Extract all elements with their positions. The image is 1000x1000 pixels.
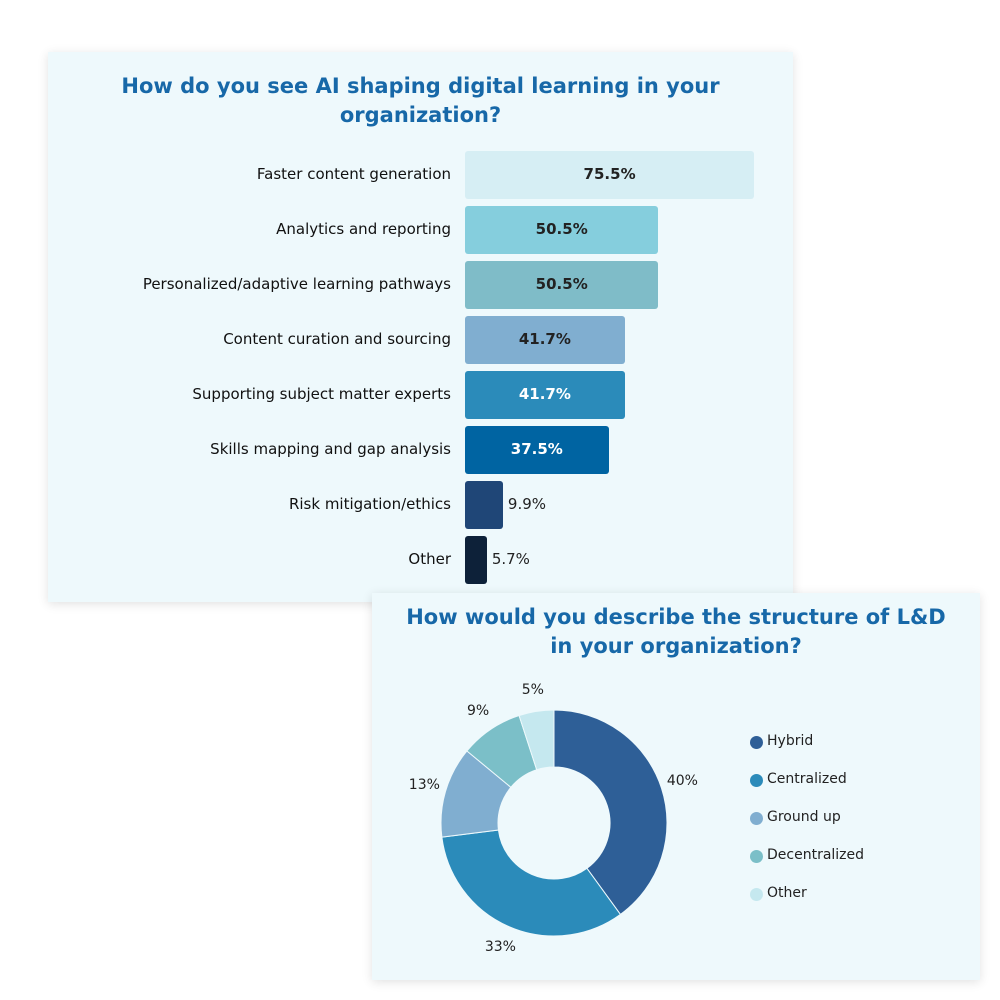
bar <box>465 206 659 254</box>
slice-label: 33% <box>484 938 516 955</box>
category-label: Supporting subject matter experts <box>192 385 451 403</box>
bar-value-label: 37.5% <box>510 440 563 458</box>
bar <box>465 426 609 474</box>
ld-donut-chart-card: How would you describe the structure of … <box>372 593 980 980</box>
donut-slice-centralized <box>441 829 622 937</box>
legend-item: Ground up <box>750 809 841 825</box>
legend-swatch-icon <box>750 736 763 749</box>
legend-swatch-icon <box>750 888 763 901</box>
bar-chart-title: How do you see AI shaping digital learni… <box>121 74 720 127</box>
legend-swatch-icon <box>750 774 763 787</box>
bar-value-label: 50.5% <box>535 220 588 238</box>
legend-item: Centralized <box>750 771 847 787</box>
legend-item: Other <box>750 885 807 901</box>
ai-bar-chart-card: How do you see AI shaping digital learni… <box>48 52 793 602</box>
slice-label: 5% <box>521 681 544 698</box>
bar-value-label: 50.5% <box>535 275 588 293</box>
bar <box>465 481 503 529</box>
bar <box>465 261 659 309</box>
legend-label: Decentralized <box>767 847 865 863</box>
bar-value-label: 41.7% <box>518 385 571 403</box>
donut-slice-other <box>518 709 555 771</box>
legend-swatch-icon <box>750 850 763 863</box>
bar <box>465 151 755 199</box>
slice-label: 40% <box>666 773 698 790</box>
category-label: Risk mitigation/ethics <box>288 495 451 513</box>
slice-label: 13% <box>408 777 440 794</box>
category-label: Faster content generation <box>256 165 451 183</box>
bar-value-label: 9.9% <box>507 495 547 513</box>
slice-label: 9% <box>467 703 490 720</box>
bar-value-label: 41.7% <box>518 330 571 348</box>
legend-swatch-icon <box>750 812 763 825</box>
legend-label: Centralized <box>767 771 847 787</box>
category-label: Analytics and reporting <box>276 220 451 238</box>
bar <box>465 316 625 364</box>
category-label: Personalized/adaptive learning pathways <box>142 275 451 293</box>
category-label: Skills mapping and gap analysis <box>210 440 451 458</box>
legend-label: Ground up <box>767 809 841 825</box>
bar <box>465 371 625 419</box>
legend-item: Decentralized <box>750 847 865 863</box>
legend-label: Other <box>767 885 807 901</box>
legend-label: Hybrid <box>767 733 814 749</box>
donut-chart <box>440 709 668 937</box>
donut-chart-title: How would you describe the structure of … <box>406 605 946 658</box>
bar-value-label: 5.7% <box>491 550 530 568</box>
category-label: Content curation and sourcing <box>223 330 451 348</box>
legend-item: Hybrid <box>750 733 814 749</box>
bar-value-label: 75.5% <box>583 165 636 183</box>
bar <box>465 536 487 584</box>
donut-slice-hybrid <box>553 709 668 916</box>
category-label: Other <box>408 550 451 568</box>
